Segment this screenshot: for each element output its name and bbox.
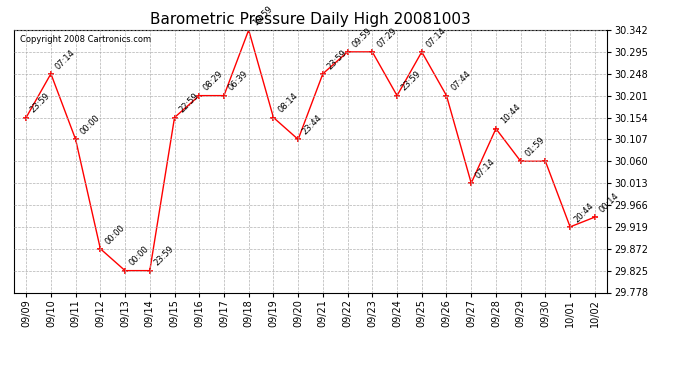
Text: 00:00: 00:00 xyxy=(128,245,151,268)
Text: 07:14: 07:14 xyxy=(424,26,448,49)
Text: 00:14: 00:14 xyxy=(598,191,621,214)
Text: 23:59: 23:59 xyxy=(29,92,52,115)
Text: 22:59: 22:59 xyxy=(177,92,201,115)
Text: 08:29: 08:29 xyxy=(202,70,225,93)
Text: 07:14: 07:14 xyxy=(474,157,497,180)
Text: 00:00: 00:00 xyxy=(103,223,126,246)
Text: 07:29: 07:29 xyxy=(375,26,398,49)
Text: 07:44: 07:44 xyxy=(449,70,473,93)
Text: 06:39: 06:39 xyxy=(227,69,250,93)
Text: 01:59: 01:59 xyxy=(524,135,546,159)
Text: 10:59: 10:59 xyxy=(251,4,275,27)
Text: 23:59: 23:59 xyxy=(400,70,423,93)
Text: 20:44: 20:44 xyxy=(573,201,596,224)
Text: 10:44: 10:44 xyxy=(499,103,522,126)
Text: 08:14: 08:14 xyxy=(276,92,299,115)
Text: 23:59: 23:59 xyxy=(152,244,176,268)
Text: 23:59: 23:59 xyxy=(326,48,349,71)
Text: Copyright 2008 Cartronics.com: Copyright 2008 Cartronics.com xyxy=(20,35,151,44)
Text: 23:44: 23:44 xyxy=(301,113,324,136)
Text: 07:14: 07:14 xyxy=(54,48,77,71)
Title: Barometric Pressure Daily High 20081003: Barometric Pressure Daily High 20081003 xyxy=(150,12,471,27)
Text: 00:00: 00:00 xyxy=(79,114,101,136)
Text: 09:59: 09:59 xyxy=(351,26,373,49)
